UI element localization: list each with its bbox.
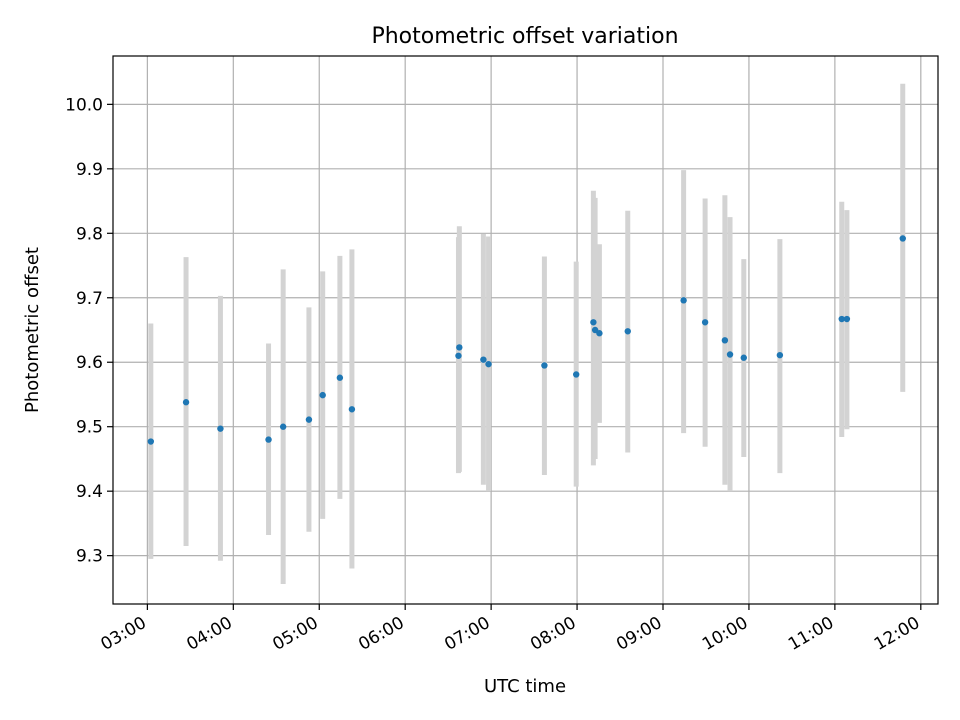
y-tick-label: 9.8 xyxy=(76,224,103,244)
data-point xyxy=(456,344,463,351)
data-point xyxy=(740,354,747,361)
y-tick-label: 9.6 xyxy=(76,353,103,373)
data-points xyxy=(147,235,906,445)
data-point xyxy=(899,235,906,242)
data-point xyxy=(624,328,631,335)
y-tick-label: 9.7 xyxy=(76,289,103,309)
data-point xyxy=(541,362,548,369)
data-point xyxy=(319,391,326,399)
data-point xyxy=(701,319,709,326)
y-tick-label: 10.0 xyxy=(65,95,103,115)
data-point xyxy=(455,352,462,359)
y-axis-label: Photometric offset xyxy=(22,247,43,413)
data-point xyxy=(726,351,734,358)
y-axis: 9.3 9.4 9.5 9.6 9.7 9.8 9.9 10.0 xyxy=(65,95,113,567)
data-point xyxy=(485,360,492,368)
data-point xyxy=(590,319,597,326)
grid xyxy=(113,56,938,604)
y-tick-label: 9.9 xyxy=(76,160,103,180)
y-tick-label: 9.3 xyxy=(76,547,103,567)
data-point xyxy=(776,351,784,359)
plot-frame xyxy=(112,55,939,605)
data-point xyxy=(217,425,224,432)
data-point xyxy=(279,423,287,430)
data-point xyxy=(336,374,344,381)
data-point xyxy=(596,330,603,337)
data-point xyxy=(147,438,155,445)
data-point xyxy=(573,371,580,378)
data-point xyxy=(843,315,851,323)
data-point xyxy=(480,356,487,363)
data-point xyxy=(348,406,356,413)
chart-title: Photometric offset variation xyxy=(371,24,678,49)
data-point xyxy=(838,315,845,323)
data-point xyxy=(721,337,729,344)
data-point xyxy=(680,297,687,304)
data-point xyxy=(305,416,313,423)
data-point xyxy=(182,399,190,406)
y-tick-label: 9.4 xyxy=(76,482,103,502)
y-tick-label: 9.5 xyxy=(76,418,103,438)
x-axis-label: UTC time xyxy=(484,676,566,697)
data-point xyxy=(265,436,272,443)
